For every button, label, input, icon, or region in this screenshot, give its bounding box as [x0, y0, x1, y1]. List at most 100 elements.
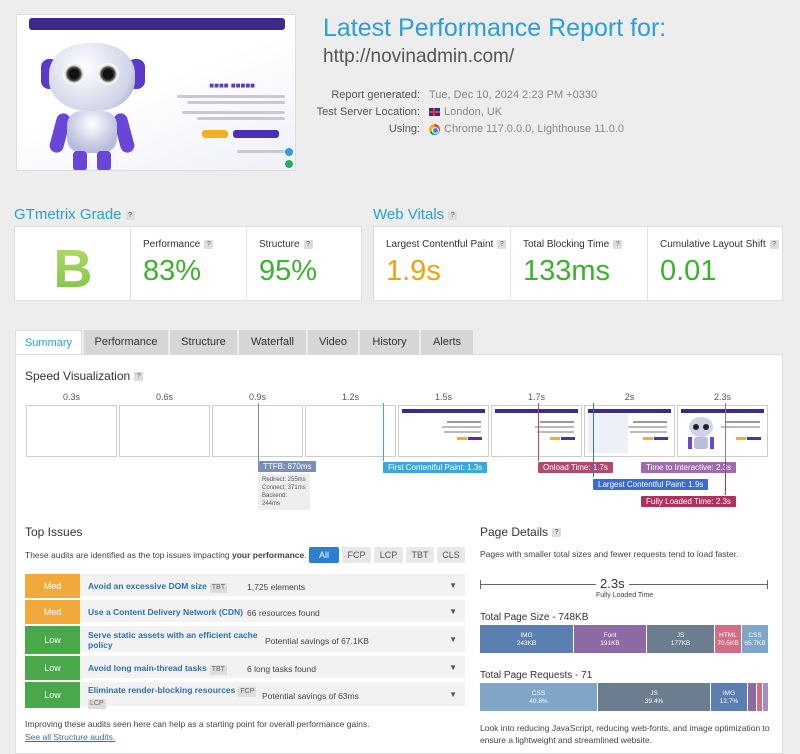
page-details-intro: Pages with smaller total sizes and fewer… — [480, 549, 739, 559]
filter-cls[interactable]: CLS — [437, 547, 465, 563]
filmstrip-frame[interactable] — [677, 405, 768, 457]
page-details-heading: Page Details? — [480, 525, 562, 539]
grade-letter-cell: B — [15, 227, 131, 300]
filmstrip-frame[interactable] — [491, 405, 582, 457]
lcp-value: 1.9s — [386, 255, 441, 287]
page-size-value: 243KB — [516, 640, 537, 647]
issue-title[interactable]: Avoid an excessive DOM size TBT — [88, 581, 227, 593]
page-requests-segment: CSS 40.8% — [480, 683, 597, 711]
help-icon[interactable]: ? — [204, 239, 214, 249]
filmstrip-frame[interactable] — [305, 405, 396, 457]
ttfb-redirect: Redirect: 255ms — [262, 477, 306, 483]
cls-cell: Cumulative Layout Shift? 0.01 — [648, 227, 784, 300]
report-url[interactable]: http://novinadmin.com/ — [323, 46, 515, 67]
server-location: London, UK — [429, 106, 502, 118]
speed-viz-heading: Speed Visualization? — [25, 369, 144, 383]
fcp-marker: First Contentful Paint: 1.3s — [383, 462, 488, 473]
lcp-line — [593, 403, 594, 477]
tab-structure[interactable]: Structure — [170, 330, 237, 354]
issue-title[interactable]: Serve static assets with an efficient ca… — [88, 630, 258, 650]
tab-summary[interactable]: Summary — [15, 330, 82, 355]
chrome-icon — [429, 123, 440, 135]
tab-history[interactable]: History — [360, 330, 419, 354]
ttfb-marker: TTFB: 870ms — [258, 461, 317, 472]
issue-value: Potential savings of 63ms — [262, 691, 359, 701]
page-size-segment: CSS 65.7KB — [742, 625, 768, 653]
issue-title[interactable]: Avoid long main-thread tasks TBT — [88, 663, 227, 675]
frame-time: 0.6s — [155, 392, 173, 402]
issue-row[interactable]: Med Use a Content Delivery Network (CDN)… — [25, 600, 465, 624]
chevron-down-icon[interactable]: ▼ — [449, 635, 457, 644]
issue-row[interactable]: Low Serve static assets with an efficien… — [25, 626, 465, 654]
filter-all[interactable]: All — [309, 547, 339, 563]
issue-row[interactable]: Med Avoid an excessive DOM size TBT 1,725… — [25, 574, 465, 598]
structure-audits-link[interactable]: See all Structure audits. — [25, 732, 116, 742]
flt-line — [725, 461, 726, 495]
filmstrip-frame[interactable] — [212, 405, 303, 457]
top-issues-intro: These audits are identified as the top i… — [25, 550, 307, 560]
site-screenshot-thumbnail: ■■■■ ■■■■■ — [16, 14, 296, 171]
performance-label: Performance? — [143, 239, 214, 250]
filmstrip-frame[interactable] — [26, 405, 117, 457]
chevron-down-icon[interactable]: ▼ — [449, 663, 457, 672]
frame-time: 1.7s — [527, 392, 545, 402]
performance-value: 83% — [143, 255, 202, 287]
page-size-type: Font — [603, 632, 617, 639]
ttfb-breakdown: Redirect: 255ms Connect: 371ms Backend: … — [258, 474, 310, 510]
issue-title[interactable]: Eliminate render-blocking resources FCP LC… — [88, 685, 257, 709]
filmstrip-frame[interactable] — [584, 405, 675, 457]
issue-value: Potential savings of 67.1KB — [265, 636, 369, 646]
chevron-down-icon[interactable]: ▼ — [449, 607, 457, 616]
issue-row[interactable]: Low Avoid long main-thread tasks TBT 6 lo… — [25, 656, 465, 680]
server-location-text: London, UK — [444, 106, 503, 118]
flt-marker: Fully Loaded Time: 2.3s — [641, 496, 736, 507]
issue-title[interactable]: Use a Content Delivery Network (CDN) — [88, 607, 243, 617]
issue-row[interactable]: Low Eliminate render-blocking resources F… — [25, 682, 465, 709]
filter-tbt[interactable]: TBT — [406, 547, 434, 563]
tbt-cell: Total Blocking Time? 133ms — [511, 227, 648, 300]
help-icon[interactable]: ? — [125, 210, 135, 220]
filter-lcp[interactable]: LCP — [374, 547, 403, 563]
fully-loaded-label: Fully Loaded Time — [596, 592, 654, 599]
filmstrip-frame[interactable] — [398, 405, 489, 457]
help-icon[interactable]: ? — [613, 239, 623, 249]
tab-performance[interactable]: Performance — [84, 330, 168, 354]
page-requests-segment — [748, 683, 756, 711]
tbt-value: 133ms — [523, 255, 611, 287]
page-size-bar: IMG 243KB Font 191KB JS 177KB HTML 70.5KB CSS 65.… — [480, 625, 768, 653]
chevron-down-icon[interactable]: ▼ — [449, 581, 457, 590]
page-size-value: 177KB — [670, 640, 691, 647]
frame-time: 1.2s — [341, 392, 359, 402]
fully-loaded-value: 2.3s — [596, 576, 629, 591]
severity-badge: Med — [25, 600, 80, 624]
filter-fcp[interactable]: FCP — [342, 547, 371, 563]
page-size-segment: Font 191KB — [574, 625, 646, 653]
page-requests-value: 39.4% — [644, 698, 664, 705]
page-size-segment: JS 177KB — [647, 625, 714, 653]
severity-badge: Med — [25, 574, 80, 598]
help-icon[interactable]: ? — [303, 239, 313, 249]
onload-line — [538, 403, 539, 461]
page-requests-segment — [757, 683, 762, 711]
meta-label: Using: — [388, 123, 420, 135]
onload-marker: Onload Time: 1.7s — [538, 462, 613, 473]
tab-alerts[interactable]: Alerts — [421, 330, 473, 354]
help-icon[interactable]: ? — [134, 372, 144, 382]
performance-cell: Performance? 83% — [131, 227, 247, 300]
filmstrip-frame[interactable] — [119, 405, 210, 457]
structure-label: Structure? — [259, 239, 313, 250]
chevron-down-icon[interactable]: ▼ — [449, 690, 457, 699]
help-icon[interactable]: ? — [552, 528, 562, 538]
help-icon[interactable]: ? — [448, 210, 458, 220]
issue-value: 66 resources found — [247, 608, 320, 618]
tti-marker: Time to Interactive: 2.3s — [641, 462, 737, 473]
issue-tag: LCP — [88, 699, 106, 709]
severity-badge: Low — [25, 626, 80, 654]
help-icon[interactable]: ? — [769, 239, 779, 249]
page-requests-type: JS — [650, 690, 658, 697]
tab-waterfall[interactable]: Waterfall — [239, 330, 306, 354]
tab-video[interactable]: Video — [308, 330, 358, 354]
help-icon[interactable]: ? — [497, 239, 507, 249]
issues-footer: Improving these audits seen here can hel… — [25, 719, 370, 729]
frame-time: 2s — [624, 392, 635, 402]
